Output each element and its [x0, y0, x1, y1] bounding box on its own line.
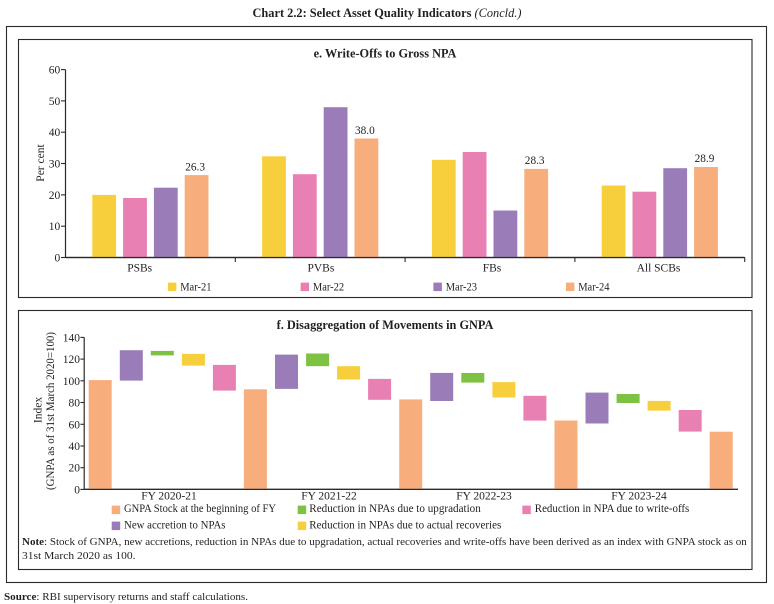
svg-text:20: 20	[69, 463, 81, 475]
svg-text:New accretion to NPAs: New accretion to NPAs	[124, 520, 226, 532]
svg-text:Reduction in NPA due to write-: Reduction in NPA due to write-offs	[535, 503, 690, 515]
svg-text:0: 0	[55, 253, 61, 265]
svg-text:120: 120	[63, 354, 81, 366]
svg-text:f. Disaggregation of Movements: f. Disaggregation of Movements in GNPA	[277, 318, 494, 332]
svg-text:Chart 2.2: Select Asset Qualit: Chart 2.2: Select Asset Quality Indicato…	[253, 6, 522, 20]
svg-text:FY 2023-24: FY 2023-24	[611, 490, 667, 502]
svg-text:e. Write-Offs to Gross NPA: e. Write-Offs to Gross NPA	[314, 47, 457, 61]
svg-text:100: 100	[63, 376, 81, 388]
svg-text:40: 40	[69, 441, 81, 453]
svg-text:Mar-23: Mar-23	[446, 282, 478, 294]
svg-text:FY 2022-23: FY 2022-23	[456, 490, 512, 502]
svg-text:60: 60	[69, 419, 81, 431]
svg-text:30: 30	[49, 159, 61, 171]
svg-text:Mar-22: Mar-22	[313, 282, 345, 294]
svg-text:FY 2021-22: FY 2021-22	[301, 490, 357, 502]
svg-text:FY 2020-21: FY 2020-21	[141, 490, 197, 502]
svg-text:10: 10	[49, 221, 61, 233]
svg-text:Source: RBI supervisory return: Source: RBI supervisory returns and staf…	[4, 591, 248, 603]
svg-text:140: 140	[63, 332, 81, 344]
svg-text:Note: Stock of GNPA, new accre: Note: Stock of GNPA, new accretions, red…	[22, 536, 747, 548]
svg-text:40: 40	[49, 127, 61, 139]
svg-text:(GNPA as of 31st March 2020=10: (GNPA as of 31st March 2020=100)	[45, 332, 57, 490]
svg-text:Index: Index	[33, 397, 45, 423]
svg-text:All SCBs: All SCBs	[637, 263, 681, 275]
svg-text:26.3: 26.3	[185, 161, 205, 173]
svg-text:PVBs: PVBs	[307, 263, 334, 275]
svg-text:FBs: FBs	[483, 263, 502, 275]
svg-text:0: 0	[74, 484, 80, 496]
svg-text:GNPA Stock at the beginning of: GNPA Stock at the beginning of FY	[124, 503, 276, 515]
svg-text:60: 60	[49, 65, 61, 77]
svg-text:20: 20	[49, 190, 61, 202]
svg-text:28.3: 28.3	[525, 155, 545, 167]
svg-text:PSBs: PSBs	[127, 263, 152, 275]
svg-text:80: 80	[69, 398, 81, 410]
svg-text:Reduction in NPAs due to upgra: Reduction in NPAs due to upgradation	[309, 503, 481, 515]
svg-text:Mar-24: Mar-24	[578, 282, 610, 294]
svg-text:Reduction in NPAs due to actua: Reduction in NPAs due to actual recoveri…	[309, 520, 501, 532]
svg-text:50: 50	[49, 96, 61, 108]
svg-text:31st March 2020 as 100.: 31st March 2020 as 100.	[22, 550, 136, 562]
svg-text:Mar-21: Mar-21	[180, 282, 212, 294]
svg-text:38.0: 38.0	[355, 125, 375, 137]
svg-text:Per cent: Per cent	[35, 144, 47, 182]
svg-text:28.9: 28.9	[695, 153, 715, 165]
